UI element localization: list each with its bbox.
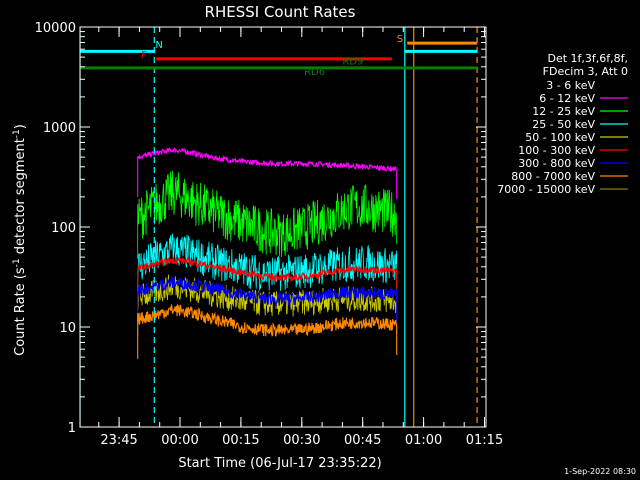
series-line	[137, 304, 398, 359]
series-line	[137, 146, 398, 200]
y-axis-label-superscript: -1	[12, 129, 22, 138]
x-tick-label: 00:30	[283, 433, 320, 448]
legend-entry-label: 12 - 25 keV	[532, 105, 595, 118]
series-line	[137, 274, 398, 337]
y-axis-label: Count Rate (s-1 detector segment-1)	[12, 124, 28, 356]
x-tick-label: 23:45	[100, 433, 137, 448]
x-axis-label: Start Time (06-Jul-17 23:35:22)	[178, 456, 381, 471]
series-line	[137, 276, 398, 331]
legend-entry-label: 100 - 300 keV	[518, 144, 595, 157]
legend-entry-label: 6 - 12 keV	[539, 92, 595, 105]
flag-label: N	[155, 40, 162, 51]
series-line	[137, 82, 398, 125]
flag-label: RD6	[304, 67, 325, 78]
legend-entry-label: 800 - 7000 keV	[511, 170, 595, 183]
y-axis-label-part: Count Rate (s	[13, 267, 28, 356]
y-tick-label: 10000	[35, 21, 76, 36]
y-tick-label: 100	[51, 221, 76, 236]
x-tick-label: 01:00	[405, 433, 442, 448]
x-tick-label: 00:45	[344, 433, 381, 448]
legend: Det 1f,3f,6f,8f, FDecim 3, Att 0 3 - 6 k…	[497, 52, 628, 196]
y-tick-label: 1000	[43, 121, 76, 136]
flag-label: RD9	[342, 57, 363, 68]
series-line	[137, 170, 398, 259]
legend-entry-label: 25 - 50 keV	[532, 118, 595, 131]
y-axis-label-part: )	[13, 124, 28, 129]
chart-title: RHESSI Count Rates	[205, 3, 356, 21]
legend-entry-label: 300 - 800 keV	[518, 157, 595, 170]
flag-label: S	[397, 34, 403, 45]
y-axis-label-part: detector segment	[13, 138, 28, 258]
x-tick-label: 00:00	[161, 433, 198, 448]
series-line	[137, 233, 398, 307]
y-tick-label: 1	[68, 421, 76, 436]
x-tick-label: 00:15	[222, 433, 259, 448]
timestamp: 1-Sep-2022 08:30	[564, 467, 636, 476]
flag-label: F	[141, 50, 147, 61]
legend-entry-label: 50 - 100 keV	[525, 131, 595, 144]
series-line	[137, 256, 398, 309]
y-axis-label-superscript: -1	[12, 258, 22, 267]
plot-layer: NF RD9 RD6 S 1 10 100 1000 10000 23:45 00:00 00:15 0…	[35, 21, 504, 448]
legend-entry-label: 3 - 6 keV	[546, 79, 595, 92]
legend-header-line: FDecim 3, Att 0	[543, 65, 628, 78]
legend-entry-label: 7000 - 15000 keV	[497, 183, 595, 196]
y-tick-label: 10	[59, 321, 76, 336]
x-tick-label: 01:15	[466, 433, 503, 448]
legend-header-line: Det 1f,3f,6f,8f,	[547, 52, 628, 65]
